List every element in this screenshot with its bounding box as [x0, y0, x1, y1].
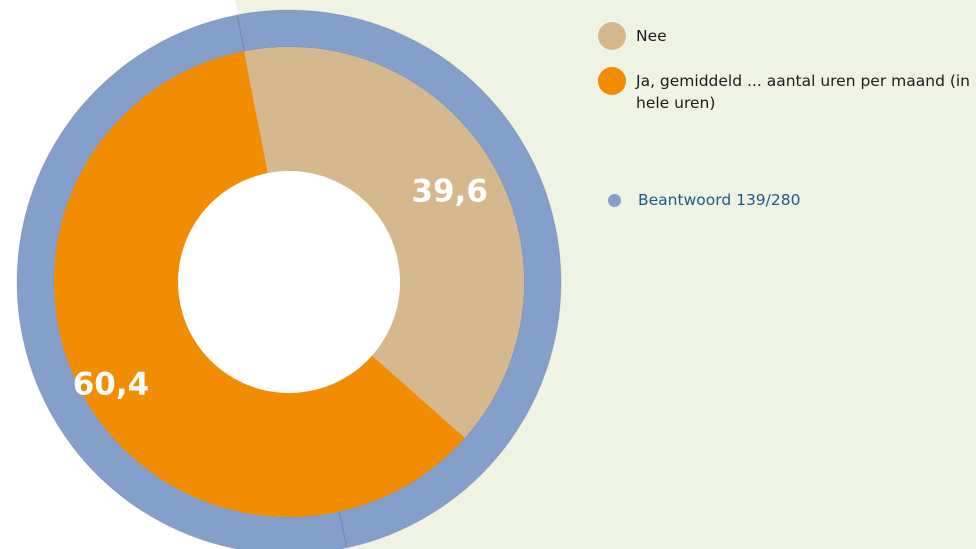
slice-label-ja: 60,4	[73, 367, 150, 403]
answered-dot	[608, 194, 621, 207]
legend-item-ja[interactable]: Ja, gemiddeld ... aantal uren per maand …	[598, 67, 976, 114]
legend-swatch-ja	[598, 67, 626, 95]
slice-label-nee: 39,6	[411, 173, 488, 209]
legend-label-nee: Nee	[636, 27, 667, 45]
donut-hole	[178, 171, 400, 393]
answered-label: Beantwoord 139/280	[638, 191, 801, 209]
donut-chart: 39,6 60,4	[16, 9, 562, 549]
legend-item-nee[interactable]: Nee	[598, 22, 976, 50]
legend-swatch-nee	[598, 22, 626, 50]
legend-label-ja: Ja, gemiddeld ... aantal uren per maand …	[636, 72, 971, 112]
answered-legend-item[interactable]: Beantwoord 139/280	[608, 189, 800, 211]
labels-group: 39,6 60,4	[73, 173, 488, 402]
legend: Nee Ja, gemiddeld ... aantal uren per ma…	[598, 22, 976, 114]
